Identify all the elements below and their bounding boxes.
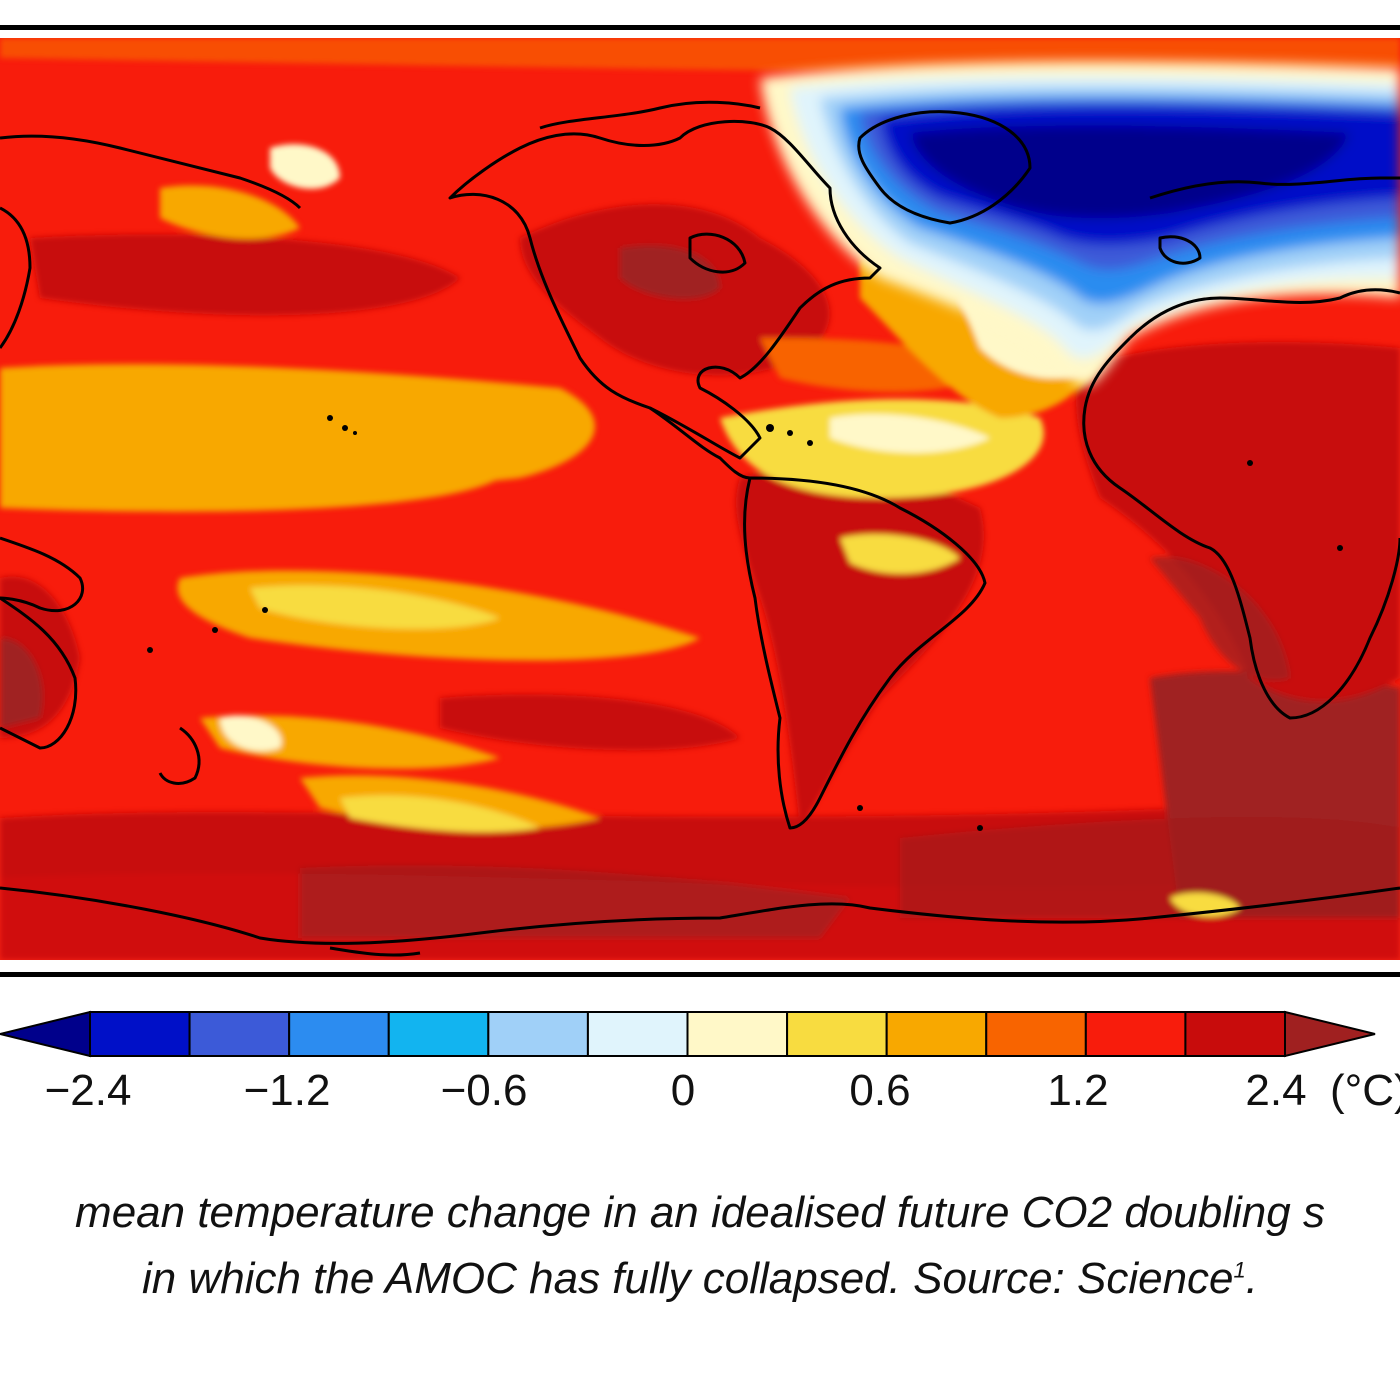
coastlines [0,100,1400,957]
colorbar-segment [885,1011,988,1057]
colorbar-segment [686,1011,789,1057]
colorbar-tick-label: −1.2 [243,1066,331,1115]
colorbar-tick-label: 0 [670,1066,696,1115]
caption-footnote-marker: 1 [1233,1257,1246,1283]
colorbar-segment [1084,1011,1187,1057]
colorbar-segment [89,1011,191,1057]
temperature-contours [0,38,1400,960]
colorbar-segment [188,1011,291,1057]
colorbar-tick-label: −2.4 [44,1066,132,1115]
colorbar-segment [985,1011,1087,1057]
colorbar-tick-label: 0.6 [849,1066,911,1115]
colorbar [0,1010,1376,1058]
colorbar-segment [288,1011,390,1057]
north-atlantic-cooling [760,61,1400,386]
caption-line-1: mean temperature change in an idealised … [75,1188,1325,1237]
colorbar-segment [786,1011,888,1057]
colorbar-segment [1184,1011,1286,1057]
colorbar-tick-label: 1.2 [1047,1066,1109,1115]
colorbar-unit: (°C) [1330,1066,1400,1115]
colorbar-segment [586,1011,689,1057]
colorbar-tick-label: −0.6 [440,1066,528,1115]
colorbar-tick-label: 2.4 [1245,1066,1307,1115]
colorbar-segment [0,1010,91,1058]
caption-period: . [1245,1254,1259,1303]
colorbar-segment [487,1011,589,1057]
caption-line-2: in which the AMOC has fully collapsed. S… [0,1254,1400,1304]
caption-text: in which the AMOC has fully collapsed. S… [141,1254,1234,1303]
islands [147,415,1343,831]
colorbar-segment [1284,1010,1376,1058]
colorbar-segment [387,1011,490,1057]
temperature-change-map [0,38,1400,960]
